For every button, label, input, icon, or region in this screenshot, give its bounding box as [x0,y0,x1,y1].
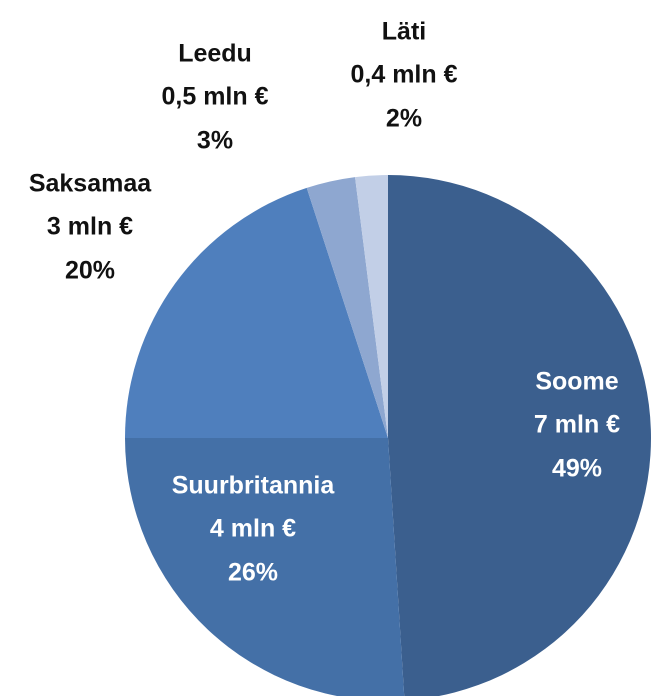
slice-label-amount: 0,5 mln € [162,83,269,111]
slice-label-percent: 26% [228,559,278,587]
pie-slice [388,175,651,696]
pie-slice [355,175,388,438]
slice-label-percent: 49% [552,455,602,483]
slice-label-amount: 0,4 mln € [351,61,458,89]
pie-slice [125,187,388,438]
slice-label-name: Läti [382,18,426,46]
slice-label-amount: 7 mln € [534,411,620,439]
slice-label-amount: 3 mln € [47,213,133,241]
slice-label-percent: 2% [386,105,422,133]
slice-label-name: Soome [535,368,618,396]
slice-label-name: Saksamaa [29,170,152,198]
slice-label-name: Suurbritannia [172,472,336,500]
pie-slice [125,438,405,696]
slice-label-name: Leedu [178,40,252,68]
slice-label-percent: 3% [197,127,233,155]
slice-label-percent: 20% [65,257,115,285]
pie-slice [306,177,388,438]
slice-label-amount: 4 mln € [210,515,296,543]
